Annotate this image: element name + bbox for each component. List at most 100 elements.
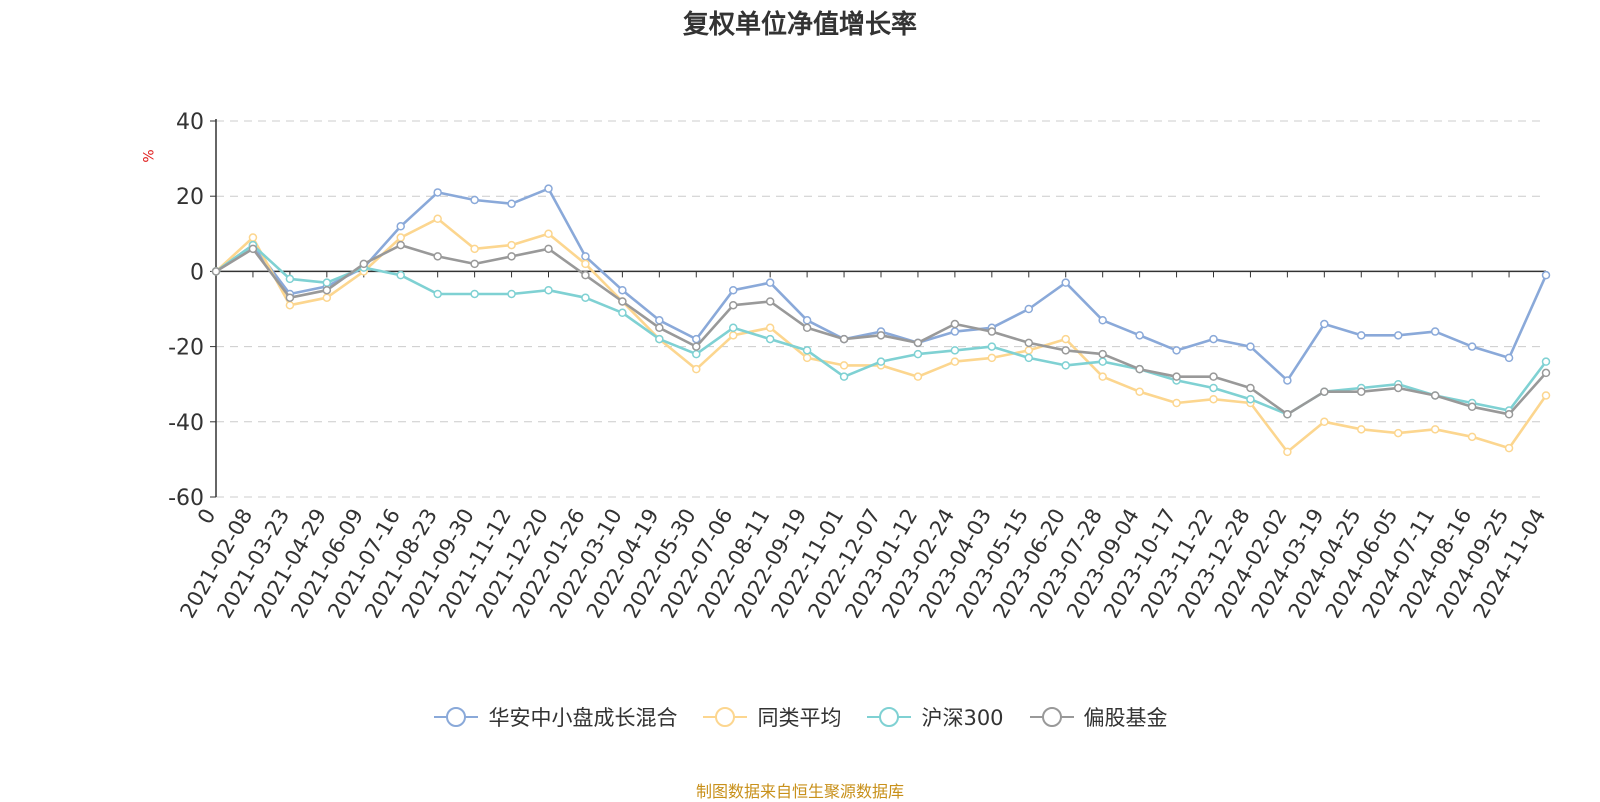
data-point-1: [507, 240, 516, 250]
data-point-2: [1098, 357, 1107, 366]
data-point-0: [1504, 353, 1514, 363]
data-point-0: [1283, 376, 1292, 385]
data-point-0: [1541, 270, 1551, 280]
data-point-3: [1098, 349, 1107, 359]
data-point-1: [728, 331, 738, 340]
data-point-1: [396, 233, 405, 242]
data-point-3: [1467, 402, 1477, 412]
data-point-1: [581, 259, 590, 269]
data-point-0: [950, 327, 960, 336]
data-point-3: [507, 252, 516, 261]
chart-title: 复权单位净值增长率: [682, 10, 917, 40]
data-point-2: [433, 289, 442, 299]
data-point-3: [1430, 391, 1440, 400]
data-point-2: [1209, 383, 1218, 393]
y-tick-label: 20: [176, 185, 204, 210]
legend-item[interactable]: 同类平均: [701, 702, 841, 732]
data-point-1: [1135, 387, 1144, 396]
x-tick-label: 0: [193, 505, 220, 529]
data-point-0: [802, 316, 812, 325]
data-point-2: [396, 270, 405, 280]
data-point-2: [987, 342, 997, 351]
data-point-1: [765, 323, 775, 333]
data-point-0: [728, 285, 738, 295]
legend-label: 华安中小盘成长混合: [488, 706, 678, 730]
data-point-3: [728, 300, 738, 310]
legend-item[interactable]: 华安中小盘成长混合: [432, 702, 677, 732]
data-point-2: [950, 346, 960, 355]
data-point-2: [913, 349, 923, 359]
data-point-1: [1430, 425, 1440, 434]
data-point-3: [950, 319, 960, 329]
data-point-1: [1061, 334, 1070, 344]
data-point-3: [692, 342, 701, 351]
data-point-1: [1504, 443, 1514, 453]
data-point-0: [1393, 331, 1403, 340]
data-point-0: [1098, 316, 1107, 325]
data-point-3: [211, 267, 221, 276]
data-point-1: [433, 214, 442, 224]
data-point-3: [1246, 383, 1255, 393]
data-point-1: [839, 361, 849, 370]
data-point-0: [544, 184, 553, 193]
data-point-1: [1357, 425, 1366, 434]
data-point-0: [1320, 319, 1329, 329]
data-point-3: [765, 297, 775, 306]
data-point-1: [1467, 432, 1477, 442]
y-tick-label: -60: [168, 486, 204, 511]
data-point-2: [470, 289, 479, 299]
data-point-2: [322, 278, 332, 287]
data-point-3: [285, 293, 295, 302]
data-point-2: [839, 372, 849, 381]
data-point-3: [913, 338, 923, 348]
data-point-3: [1320, 387, 1329, 396]
data-point-1: [470, 244, 479, 254]
data-point-1: [1320, 417, 1329, 427]
data-point-1: [248, 233, 258, 242]
data-point-0: [396, 222, 405, 231]
data-point-2: [507, 289, 516, 299]
data-point-0: [1357, 331, 1366, 340]
series-line-0: [215, 187, 1548, 382]
data-point-2: [728, 323, 738, 333]
legend-item[interactable]: 偏股基金: [1028, 702, 1168, 732]
data-point-3: [1393, 383, 1403, 393]
data-point-2: [544, 285, 553, 295]
data-point-2: [655, 334, 664, 344]
data-point-3: [1357, 387, 1366, 396]
data-point-1: [802, 353, 812, 363]
legend-item[interactable]: 沪深300: [865, 702, 1004, 732]
data-point-3: [1504, 410, 1514, 419]
data-point-2: [876, 357, 886, 366]
data-point-3: [618, 297, 627, 306]
data-point-2: [1541, 357, 1551, 366]
legend-swatch: [1029, 707, 1074, 727]
data-point-1: [1541, 391, 1551, 400]
data-point-0: [692, 334, 701, 344]
data-point-2: [285, 274, 295, 284]
data-point-3: [581, 270, 590, 280]
data-point-3: [1283, 410, 1292, 419]
data-point-3: [433, 252, 442, 261]
legend-label: 沪深300: [921, 706, 1004, 730]
data-source-note: 制图数据来自恒生聚源数据库: [695, 782, 904, 801]
data-point-2: [765, 334, 775, 344]
data-point-0: [1172, 346, 1181, 355]
data-point-1: [1393, 428, 1403, 438]
data-point-3: [470, 259, 479, 269]
legend-label: 同类平均: [757, 706, 842, 730]
data-point-3: [1061, 346, 1070, 355]
data-point-3: [1135, 364, 1144, 374]
data-point-0: [1135, 331, 1144, 340]
data-point-1: [1209, 394, 1218, 404]
data-point-0: [1467, 342, 1477, 351]
data-point-3: [987, 327, 997, 336]
data-point-1: [1098, 372, 1107, 381]
data-point-0: [1209, 334, 1218, 344]
data-point-3: [1172, 372, 1181, 381]
data-point-3: [359, 259, 369, 269]
data-point-0: [655, 316, 664, 325]
data-point-3: [1209, 372, 1218, 381]
legend-label: 偏股基金: [1083, 706, 1168, 730]
data-point-2: [802, 346, 812, 355]
